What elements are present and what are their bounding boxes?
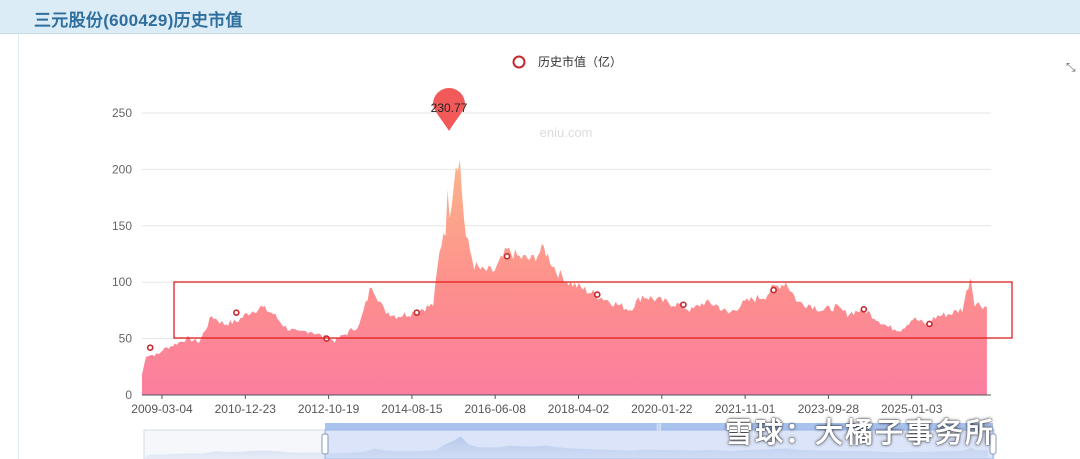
data-zoom-slider[interactable]: ||| (143, 423, 997, 459)
pin-marker-icon (433, 88, 465, 131)
max-value-pin[interactable]: 230.77 (431, 88, 468, 131)
site-watermark: eniu.com (540, 125, 593, 140)
social-watermark: 雪球：大橘子事务所 (725, 416, 996, 449)
y-tick-label: 100 (112, 275, 132, 289)
market-cap-area (142, 159, 987, 395)
y-tick-label: 50 (119, 332, 133, 346)
y-axis: 0 50 100 150 200 250 (112, 106, 132, 402)
data-point-marker (926, 320, 933, 328)
data-point-marker (413, 309, 421, 316)
x-tick-label: 2012-10-19 (298, 402, 360, 416)
x-tick-label: 2014-08-15 (381, 402, 443, 416)
x-tick-label: 2010-12-23 (215, 402, 277, 416)
page-header: 三元股份(600429)历史市值 (0, 0, 1080, 34)
zoom-handle-right[interactable] (989, 433, 997, 455)
data-point-marker (593, 291, 601, 298)
highlight-box (173, 281, 1013, 339)
max-value-label: 230.77 (431, 101, 468, 115)
zoom-selection-bar[interactable] (325, 423, 993, 430)
data-point-marker (233, 309, 240, 316)
x-tick-label: 2023-09-28 (798, 402, 860, 416)
data-point-marker (503, 252, 511, 260)
x-tick-label: 2009-03-04 (131, 402, 193, 416)
data-point-marker (146, 344, 154, 351)
legend-label: 历史市值（亿） (538, 54, 622, 69)
zoom-selection-window[interactable] (324, 429, 994, 459)
y-tick-label: 150 (112, 219, 132, 233)
data-point-marker (860, 305, 868, 313)
y-tick-label: 0 (125, 388, 132, 402)
data-point-marker (770, 286, 777, 294)
legend-symbol-icon (512, 55, 526, 69)
y-tick-label: 200 (112, 162, 132, 176)
zoom-grip-icon: ||| (656, 424, 662, 431)
x-tick-label: 2021-11-01 (715, 402, 776, 416)
page-title: 三元股份(600429)历史市值 (34, 11, 243, 30)
chart-legend[interactable]: 历史市值（亿） (512, 54, 623, 69)
x-tick-label: 2020-01-22 (631, 402, 693, 416)
y-tick-label: 250 (112, 106, 132, 120)
data-point-marker (680, 301, 687, 309)
restore-icon[interactable]: ⤡ (1066, 60, 1076, 74)
x-tick-label: 2025-01-03 (881, 402, 943, 416)
zoom-handle-left[interactable] (321, 433, 329, 455)
x-tick-label: 2016-06-08 (465, 402, 527, 416)
x-axis: 2009-03-04 2010-12-23 2012-10-19 2014-08-15… (131, 394, 991, 416)
zoom-preview-area (146, 436, 988, 458)
series-markers (146, 252, 933, 351)
x-tick-label: 2018-04-02 (548, 402, 610, 416)
